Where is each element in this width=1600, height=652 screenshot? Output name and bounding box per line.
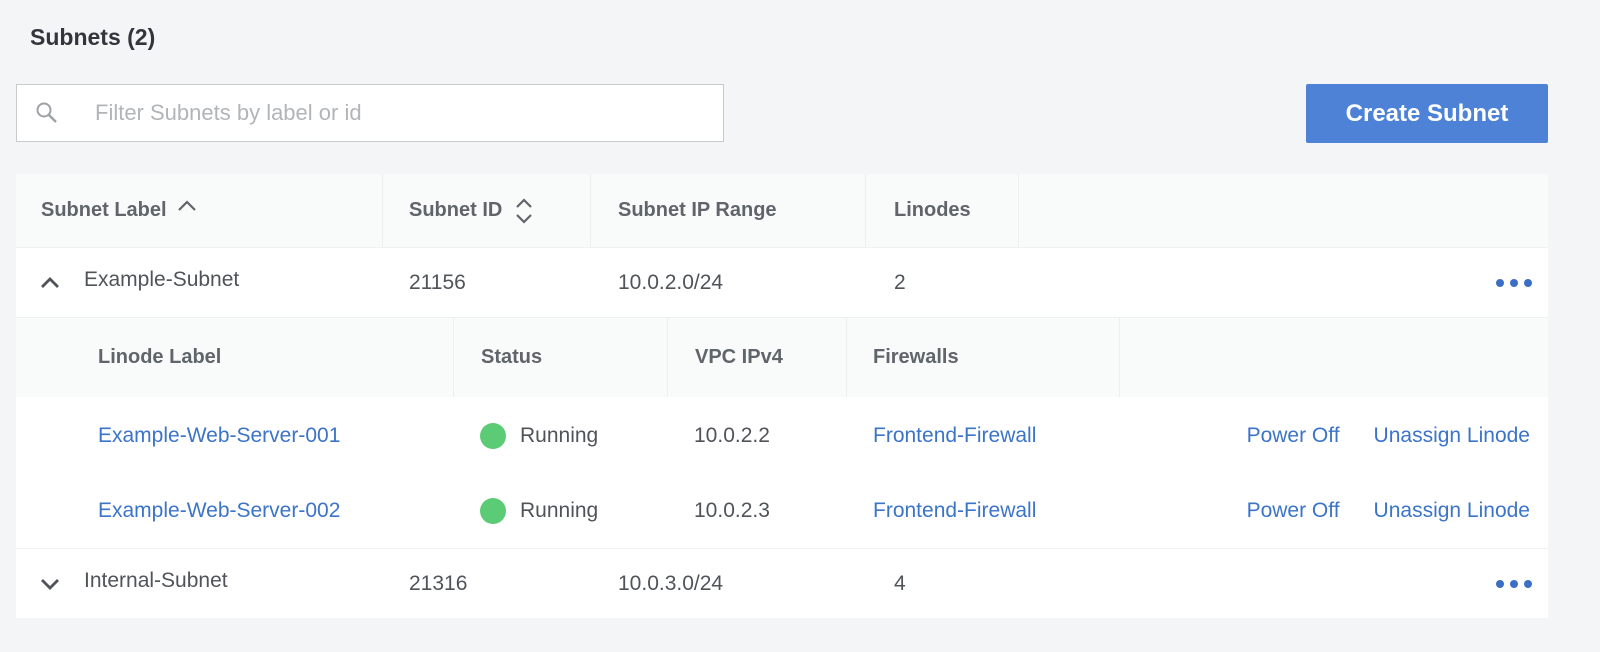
- linodes-header: Linode Label Status VPC IPv4 Firewalls: [16, 318, 1548, 397]
- status: Running: [454, 422, 668, 449]
- status-text: Running: [520, 499, 599, 522]
- vpc-ipv4: 10.0.2.3: [694, 499, 770, 522]
- running-status-icon: [480, 422, 506, 449]
- vpc-ipv4: 10.0.2.2: [694, 423, 770, 447]
- col-vpc-ipv4: VPC IPv4: [668, 318, 847, 397]
- linode-label-link[interactable]: Example-Web-Server-001: [98, 423, 341, 447]
- running-status-icon: [480, 498, 506, 524]
- col-label: Linodes: [894, 199, 971, 221]
- subnets-table: Subnet Label Subnet ID Subnet IP Range L…: [16, 174, 1548, 618]
- search-icon: [36, 102, 57, 123]
- col-label: Subnet ID: [409, 199, 503, 221]
- col-firewalls: Firewalls: [847, 318, 1120, 397]
- sort-up-icon: [177, 199, 196, 211]
- col-subnet-label[interactable]: Subnet Label: [16, 174, 383, 247]
- col-subnet-id[interactable]: Subnet ID: [383, 174, 591, 247]
- page-title: Subnets (2): [30, 24, 156, 50]
- table-header: Subnet Label Subnet ID Subnet IP Range L…: [16, 174, 1548, 248]
- subnet-label: Example-Subnet: [84, 267, 240, 291]
- power-off-button[interactable]: Power Off: [1246, 423, 1340, 447]
- firewall-link[interactable]: Frontend-Firewall: [873, 423, 1037, 447]
- subnet-id: 21316: [409, 571, 468, 595]
- col-status: Status: [454, 318, 668, 397]
- more-actions-icon[interactable]: [1496, 278, 1532, 287]
- col-label: Subnet IP Range: [618, 199, 777, 221]
- status-text: Running: [520, 423, 599, 447]
- subnet-id: 21156: [409, 270, 466, 294]
- chevron-down-icon[interactable]: [38, 576, 62, 592]
- chevron-up-icon[interactable]: [38, 275, 62, 291]
- col-ip-range: Subnet IP Range: [591, 174, 866, 247]
- subnet-range: 10.0.2.0/24: [618, 270, 724, 294]
- search-input[interactable]: [95, 100, 655, 126]
- col-linode-label: Linode Label: [16, 318, 454, 397]
- linode-row: Example-Web-Server-002 Running 10.0.2.3 …: [16, 474, 1548, 549]
- firewall-link[interactable]: Frontend-Firewall: [873, 499, 1037, 522]
- filter-search[interactable]: [16, 84, 724, 142]
- col-label: Subnet Label: [41, 199, 167, 221]
- sort-icon: [516, 197, 533, 224]
- subnet-range: 10.0.3.0/24: [618, 571, 724, 595]
- col-linodes: Linodes: [866, 174, 1019, 247]
- subnet-label: Internal-Subnet: [84, 568, 228, 592]
- linode-label-link[interactable]: Example-Web-Server-002: [98, 499, 341, 522]
- subnet-row[interactable]: Internal-Subnet 21316 10.0.3.0/24 4: [16, 549, 1548, 618]
- subnet-row[interactable]: Example-Subnet 21156 10.0.2.0/24 2: [16, 248, 1548, 318]
- unassign-linode-button[interactable]: Unassign Linode: [1373, 499, 1530, 522]
- power-off-button[interactable]: Power Off: [1246, 499, 1340, 522]
- more-actions-icon[interactable]: [1496, 579, 1532, 588]
- create-subnet-button[interactable]: Create Subnet: [1306, 84, 1548, 143]
- subnet-linodes: 4: [894, 571, 906, 595]
- status: Running: [454, 498, 668, 524]
- linode-row: Example-Web-Server-001 Running 10.0.2.2 …: [16, 397, 1548, 474]
- subnet-linodes: 2: [894, 270, 906, 294]
- unassign-linode-button[interactable]: Unassign Linode: [1373, 423, 1530, 447]
